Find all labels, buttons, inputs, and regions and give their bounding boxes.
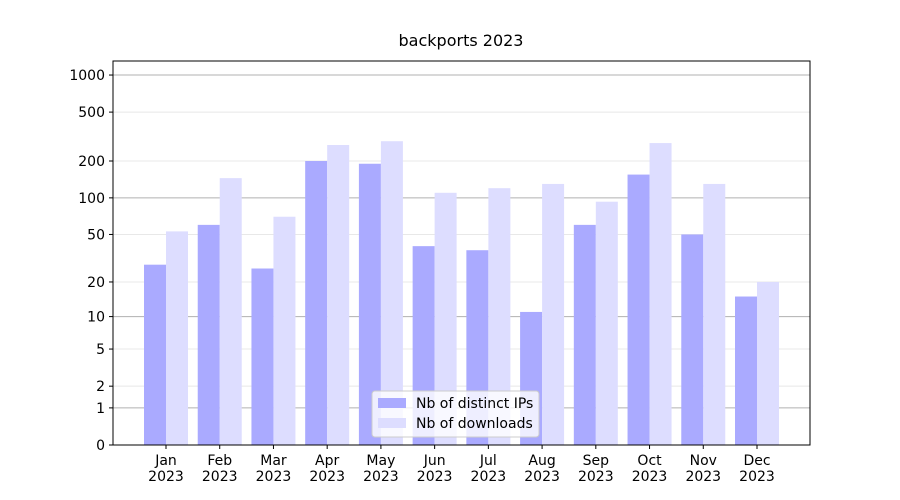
bar bbox=[380, 141, 403, 445]
legend-swatch bbox=[378, 398, 406, 408]
x-tick-label: Oct 2023 bbox=[631, 453, 668, 485]
y-tick-label: 0 bbox=[96, 438, 105, 454]
legend-box bbox=[371, 390, 540, 438]
x-tick-label: Sep 2023 bbox=[577, 453, 614, 485]
y-tick-label: 20 bbox=[87, 275, 105, 291]
bar bbox=[573, 224, 596, 445]
y-tick-label: 1 bbox=[96, 401, 105, 417]
x-tick-label: Nov 2023 bbox=[685, 453, 722, 485]
y-tick-label: 2 bbox=[96, 379, 105, 395]
x-tick-label: Aug 2023 bbox=[524, 453, 560, 485]
chart-title: backports 2023 bbox=[399, 31, 524, 50]
bar bbox=[219, 178, 242, 446]
y-tick-label: 100 bbox=[78, 191, 105, 207]
bar bbox=[434, 192, 457, 445]
legend: Nb of distinct IPs Nb of downloads bbox=[371, 390, 540, 438]
x-tick-label: Apr 2023 bbox=[309, 453, 345, 485]
y-tick-label: 200 bbox=[78, 154, 105, 170]
bar bbox=[703, 183, 726, 446]
y-tick-label: 500 bbox=[78, 105, 105, 121]
bar bbox=[197, 224, 220, 445]
x-tick-label: Jun 2023 bbox=[416, 453, 453, 485]
x-tick-label: May 2023 bbox=[363, 453, 399, 485]
bar bbox=[305, 161, 328, 445]
legend-label: Nb of distinct IPs bbox=[416, 396, 533, 412]
bar bbox=[595, 201, 618, 445]
axes-frame bbox=[112, 60, 811, 446]
bar bbox=[649, 143, 672, 445]
bar bbox=[273, 216, 296, 445]
y-tick-label: 50 bbox=[87, 227, 105, 243]
legend-swatch bbox=[378, 418, 406, 428]
y-tick-label: 10 bbox=[87, 310, 105, 326]
bar bbox=[542, 183, 565, 446]
bar bbox=[144, 264, 166, 445]
bar bbox=[488, 188, 511, 445]
bar bbox=[757, 281, 779, 445]
bar bbox=[681, 234, 704, 445]
y-tick-label: 1000 bbox=[69, 68, 105, 84]
bar bbox=[627, 174, 650, 445]
bar bbox=[735, 296, 757, 445]
x-tick-label: Dec 2023 bbox=[739, 453, 775, 485]
legend-label: Nb of downloads bbox=[416, 416, 533, 432]
bar bbox=[327, 145, 350, 445]
bar bbox=[358, 163, 381, 445]
x-tick-label: Feb 2023 bbox=[201, 453, 238, 485]
x-tick-label: Mar 2023 bbox=[255, 453, 292, 485]
x-tick-label: Jan 2023 bbox=[148, 453, 184, 485]
bar bbox=[251, 268, 274, 445]
y-tick-label: 5 bbox=[96, 342, 105, 358]
bar bbox=[166, 231, 188, 445]
x-tick-label: Jul 2023 bbox=[470, 453, 507, 485]
